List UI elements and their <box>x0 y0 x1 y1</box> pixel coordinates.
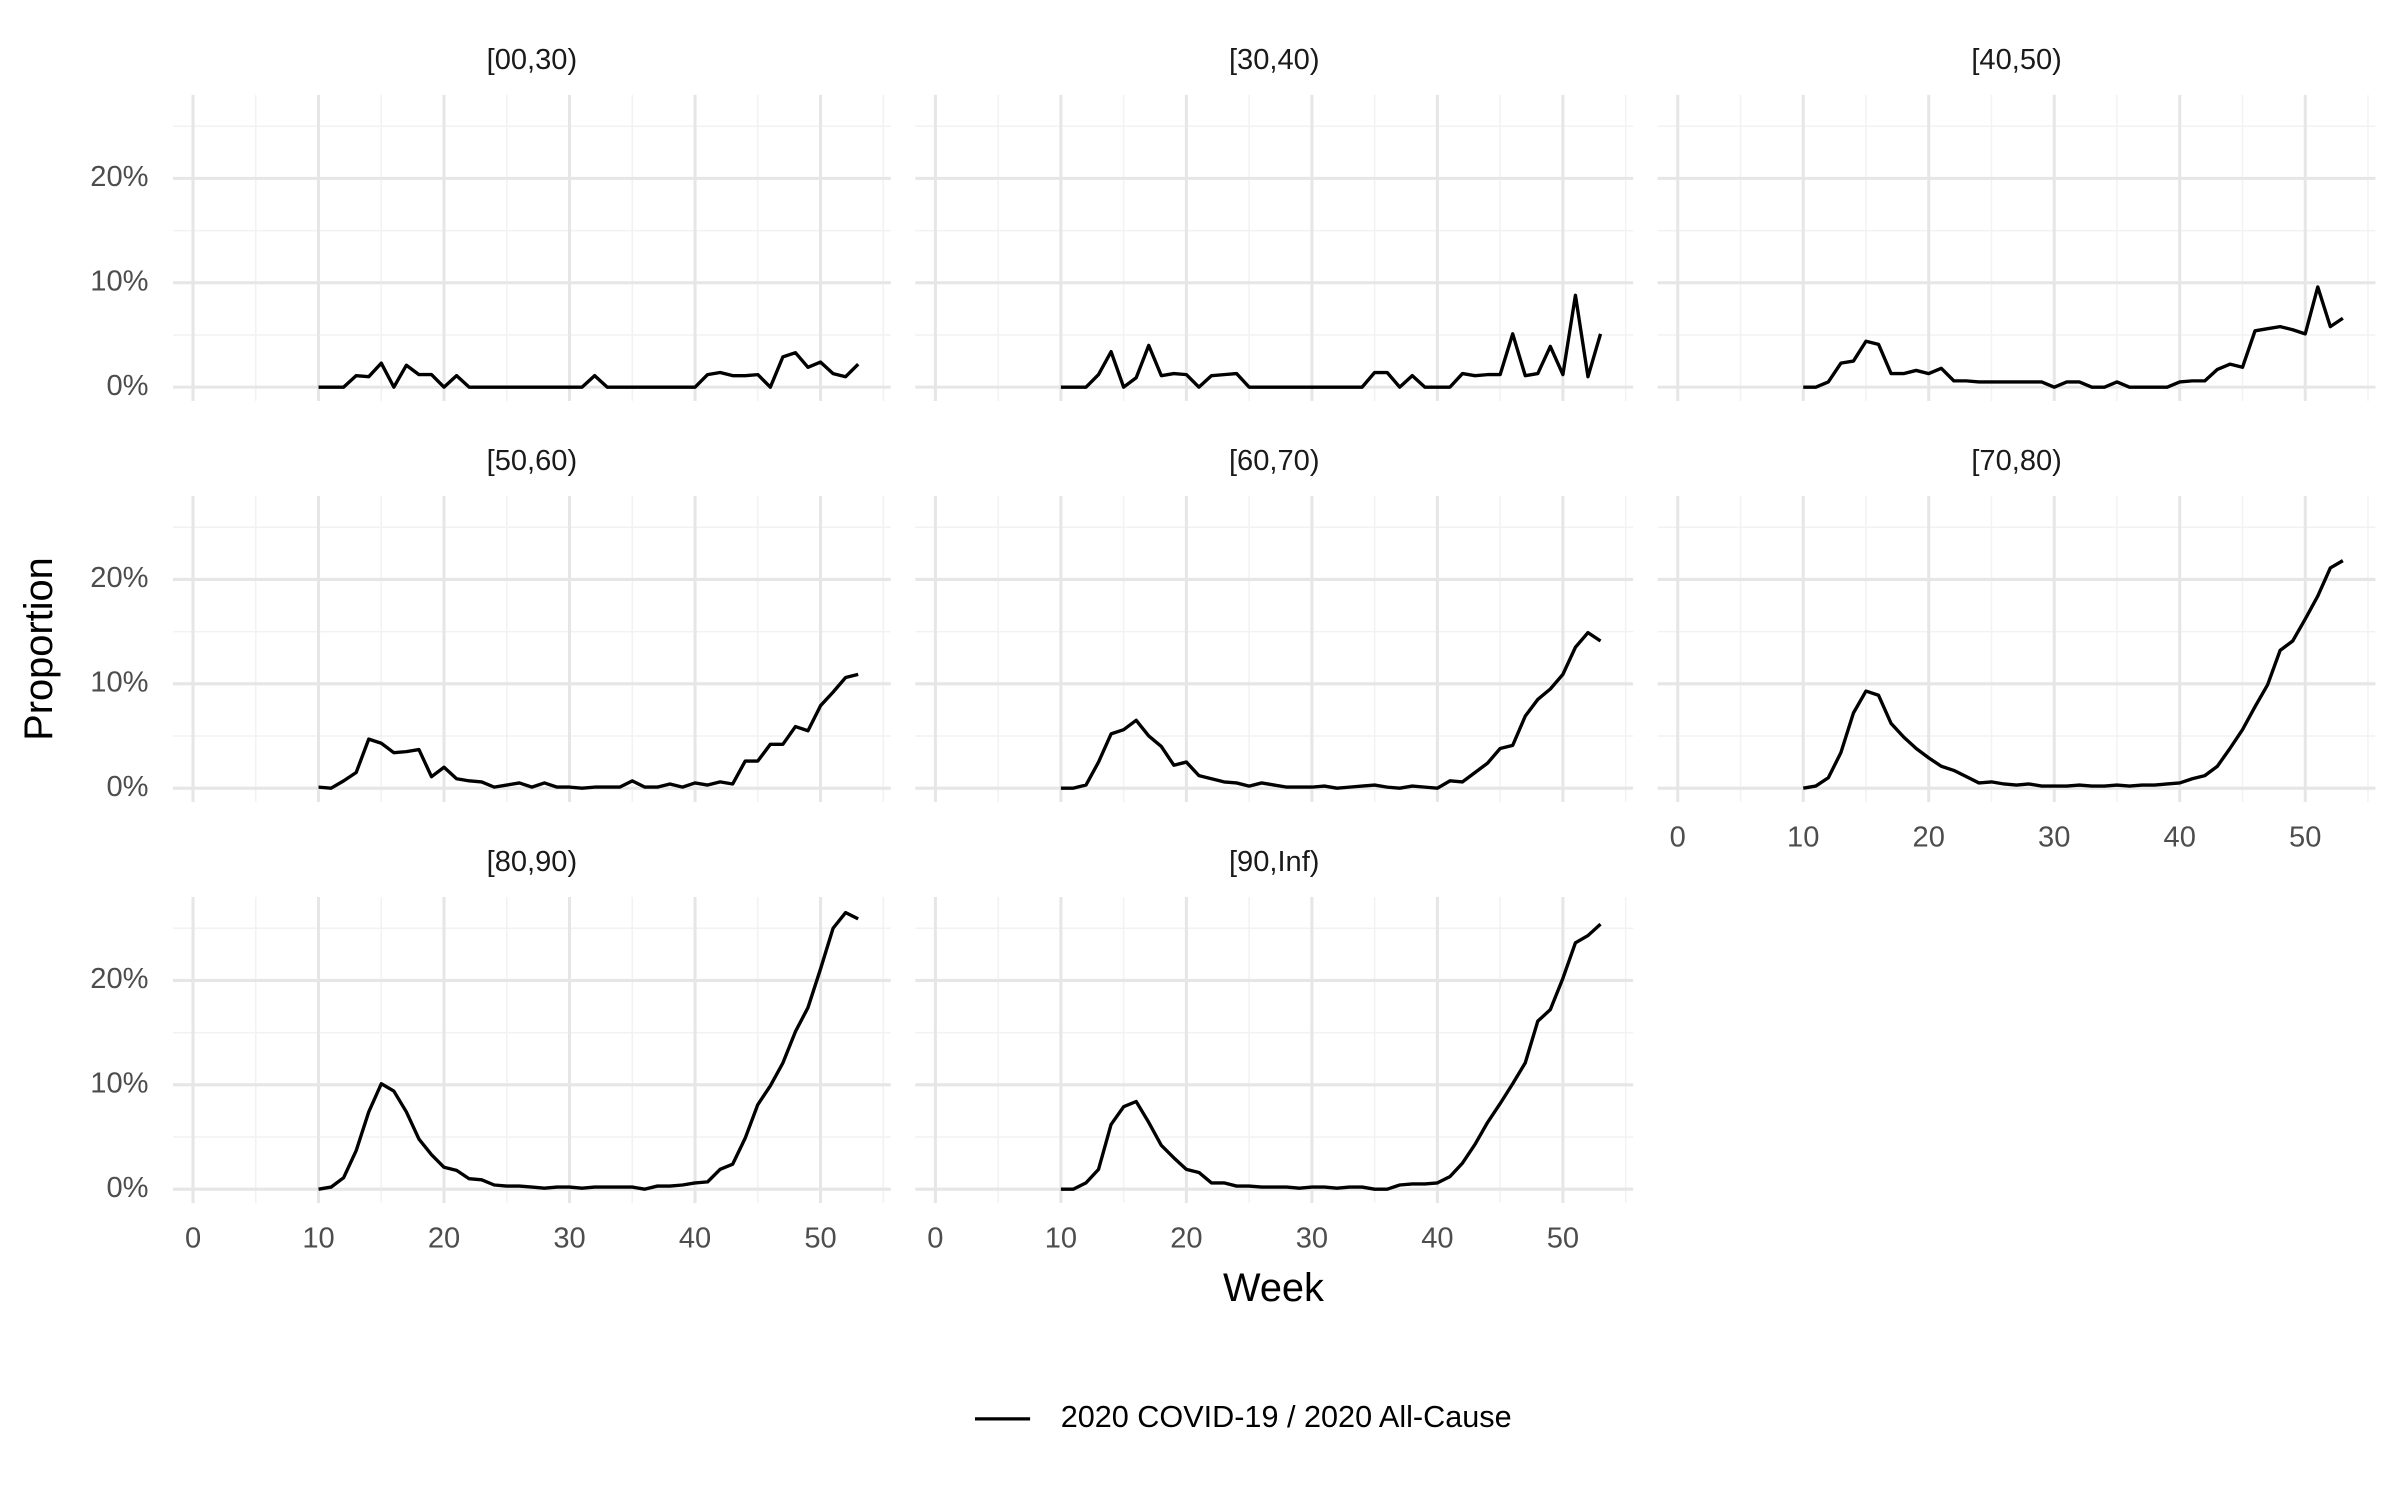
line <box>318 672 859 790</box>
facet-title: [60,70) <box>1229 445 1320 477</box>
x-tick-label: 30 <box>553 1222 585 1254</box>
facet-title: [40,50) <box>1971 44 2062 76</box>
x-tick-label: 20 <box>428 1222 460 1254</box>
line <box>1060 293 1603 389</box>
x-axis-title: Week <box>1223 1266 1324 1310</box>
facet-title: [90,Inf) <box>1229 846 1320 878</box>
line <box>1060 922 1602 1191</box>
x-tick-label: 20 <box>1913 821 1945 853</box>
x-tick-label: 0 <box>927 1222 943 1254</box>
y-tick-label: 20% <box>90 963 148 995</box>
x-tick-label: 40 <box>1421 1222 1453 1254</box>
facet-title: [30,40) <box>1229 44 1320 76</box>
x-tick-label: 0 <box>1670 821 1686 853</box>
y-tick-label: 0% <box>106 771 148 803</box>
x-tick-label: 10 <box>302 1222 334 1254</box>
x-tick-label: 40 <box>679 1222 711 1254</box>
line <box>1802 559 2344 790</box>
legend-label: 2020 COVID-19 / 2020 All-Cause <box>1061 1400 1512 1434</box>
y-tick-label: 0% <box>106 370 148 402</box>
x-tick-label: 50 <box>804 1222 836 1254</box>
x-tick-label: 10 <box>1787 821 1819 853</box>
y-tick-label: 20% <box>90 161 148 193</box>
facet-title: [00,30) <box>487 44 578 76</box>
x-tick-label: 20 <box>1170 1222 1202 1254</box>
facet-title: [50,60) <box>487 445 578 477</box>
y-tick-label: 0% <box>106 1172 148 1204</box>
line <box>318 351 860 389</box>
x-tick-label: 10 <box>1045 1222 1077 1254</box>
y-axis-title: Proportion <box>17 557 61 741</box>
x-tick-label: 50 <box>2289 821 2321 853</box>
y-tick-label: 10% <box>90 265 148 297</box>
x-tick-label: 30 <box>1296 1222 1328 1254</box>
line <box>318 910 859 1191</box>
x-tick-label: 50 <box>1547 1222 1579 1254</box>
y-tick-label: 10% <box>90 1067 148 1099</box>
x-tick-label: 40 <box>2164 821 2196 853</box>
line <box>1060 630 1602 790</box>
facet-title: [80,90) <box>487 846 578 878</box>
line <box>1803 285 2344 389</box>
x-tick-label: 0 <box>185 1222 201 1254</box>
y-tick-label: 20% <box>90 562 148 594</box>
facet-title: [70,80) <box>1971 445 2062 477</box>
x-tick-label: 30 <box>2038 821 2070 853</box>
y-tick-label: 10% <box>90 666 148 698</box>
